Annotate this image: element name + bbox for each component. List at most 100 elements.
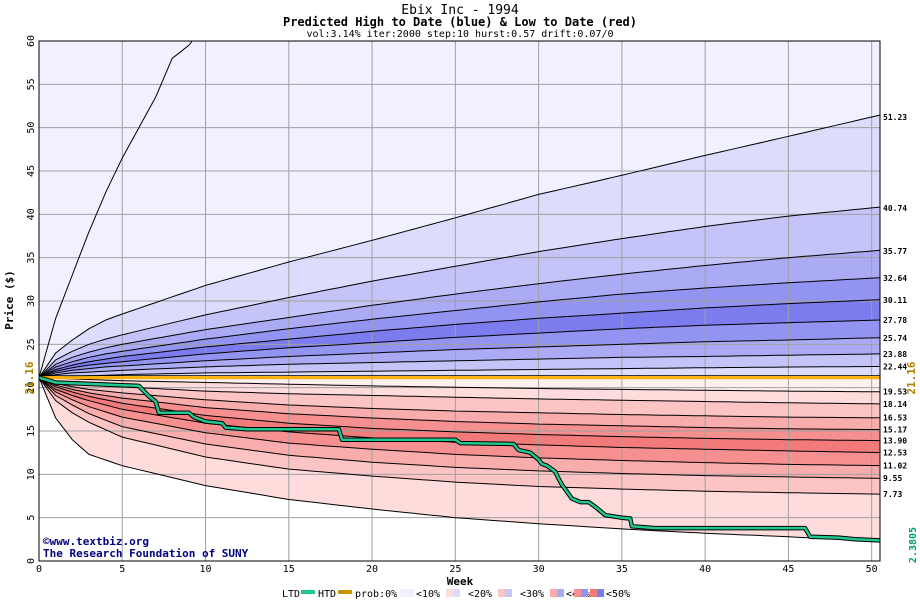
y-tick-label: 35 xyxy=(26,252,37,264)
curve-end-label: 16.53 xyxy=(883,414,907,423)
ltd-percentile-curve xyxy=(38,377,881,495)
ltd-line xyxy=(38,376,881,542)
y-tick-label: 25 xyxy=(26,338,37,350)
ltd-percentile-curve xyxy=(38,377,881,393)
chart-params: vol:3.14% iter:2000 step:10 hurst:0.57 d… xyxy=(306,29,613,40)
curve-end-label: 51.23 xyxy=(883,113,907,122)
htd-percentile-curve xyxy=(38,249,881,378)
legend-band-20b-swatch xyxy=(505,589,512,597)
legend-band-20-label: <20% xyxy=(468,589,492,600)
htd-band xyxy=(39,299,880,378)
curve-end-label: 18.14 xyxy=(883,400,907,409)
x-tick-label: 50 xyxy=(866,564,878,575)
htd-band xyxy=(39,207,880,378)
legend-ltd-label: LTD xyxy=(282,589,300,600)
credit-website: ©www.textbiz.org xyxy=(43,535,149,548)
curve-end-label: 23.88 xyxy=(883,350,907,359)
curve-end-label: 40.74 xyxy=(883,204,907,213)
y-tick-label: 50 xyxy=(26,122,37,134)
legend-htd-label: HTD xyxy=(318,589,336,600)
x-tick-label: 25 xyxy=(449,564,461,575)
htd-percentile-curve xyxy=(38,366,880,379)
htd-band xyxy=(39,277,880,378)
htd-percentile-curve xyxy=(38,353,881,379)
curve-end-label: 30.11 xyxy=(883,296,907,305)
x-tick-label: 15 xyxy=(283,564,295,575)
ltd-percentile-curve xyxy=(38,377,881,405)
y-tick-label: 30 xyxy=(26,295,37,307)
curve-end-label: 22.44 xyxy=(883,363,907,372)
legend-band-10b-swatch xyxy=(453,589,460,597)
legend-band-30b-swatch xyxy=(557,589,564,597)
curve-end-label: 25.74 xyxy=(883,334,907,343)
ltd-band xyxy=(39,377,880,430)
series-lines xyxy=(38,375,881,543)
axes xyxy=(38,40,881,562)
ltd-band xyxy=(39,377,880,479)
legend-ltd-swatch xyxy=(301,590,315,594)
legend-prob-label: prob:0% xyxy=(355,589,397,600)
start-price-label-right: 21.16 xyxy=(905,361,918,394)
legend-band-0-swatch xyxy=(400,589,414,597)
y-tick-label: 5 xyxy=(26,515,37,521)
htd-percentile-curve xyxy=(38,299,881,379)
curve-end-label: 7.73 xyxy=(883,490,902,499)
curve-end-label: 12.53 xyxy=(883,448,907,457)
htd-band xyxy=(39,250,880,378)
htd-percentile-curve xyxy=(38,114,881,378)
x-tick-label: 10 xyxy=(200,564,212,575)
legend-band-40b-swatch xyxy=(581,589,588,597)
x-tick-label: 30 xyxy=(533,564,545,575)
probability-bands xyxy=(39,41,880,561)
htd-percentile-curve xyxy=(38,40,193,378)
plot-frame xyxy=(38,40,881,562)
website-link[interactable]: www.textbiz.org xyxy=(50,535,149,548)
grid-lines xyxy=(38,40,880,562)
htd-band xyxy=(39,320,880,378)
htd-band xyxy=(39,366,880,378)
legend: LTD HTD prob:0% <10% <20% <30% <40% <50% xyxy=(282,589,630,600)
ltd-band xyxy=(39,377,880,466)
curve-end-label: 27.78 xyxy=(883,316,907,325)
y-tick-label: 60 xyxy=(26,35,37,47)
ltd-percentile-curve xyxy=(38,377,881,479)
y-tick-label: 20 xyxy=(26,382,37,394)
tick-labels: 0 5 10 15 20 25 30 35 40 45 50 0 5 10 15 20 25 30 35 40 45 50… xyxy=(26,35,878,575)
curve-end-label: 9.55 xyxy=(883,474,902,483)
legend-band-50-label: <50% xyxy=(606,589,630,600)
curve-end-label: 35.77 xyxy=(883,247,907,256)
ltd-band xyxy=(39,377,880,495)
legend-band-30-label: <30% xyxy=(520,589,544,600)
x-tick-label: 0 xyxy=(36,564,42,575)
start-price-label-left: 21.16 xyxy=(23,361,36,394)
y-tick-label: 55 xyxy=(26,78,37,90)
curve-end-label: 32.64 xyxy=(883,274,907,283)
y-axis-label: Price ($) xyxy=(3,270,16,330)
right-value-labels: 51.23 40.74 35.77 32.64 30.11 27.78 25.74 23.88… xyxy=(883,113,907,499)
htd-band xyxy=(39,41,880,378)
chart-subtitle: Predicted High to Date (blue) & Low to D… xyxy=(283,15,637,29)
curve-end-label: 13.90 xyxy=(883,437,907,446)
y-tick-label: 10 xyxy=(26,468,37,480)
x-axis-label: Week xyxy=(447,575,474,588)
curve-end-label: 11.02 xyxy=(883,461,907,470)
copyright-icon: © xyxy=(43,535,50,548)
x-tick-label: 20 xyxy=(366,564,378,575)
legend-band-10-label: <10% xyxy=(416,589,440,600)
x-tick-label: 45 xyxy=(782,564,794,575)
ltd-percentile-curve xyxy=(38,377,881,431)
htd-band xyxy=(39,115,880,378)
end-value-label: 2.3805 xyxy=(908,527,919,563)
legend-htd-swatch xyxy=(338,590,352,594)
curve-end-label: 19.53 xyxy=(883,388,907,397)
y-tick-label: 0 xyxy=(26,558,37,564)
x-tick-label: 40 xyxy=(699,564,711,575)
x-tick-label: 5 xyxy=(119,564,125,575)
ltd-band xyxy=(39,377,880,441)
curve-end-label: 15.17 xyxy=(883,426,907,435)
htd-band xyxy=(39,353,880,378)
ltd-band xyxy=(39,377,880,561)
credit-org: The Research Foundation of SUNY xyxy=(43,547,249,560)
ltd-percentile-curve xyxy=(38,377,881,419)
